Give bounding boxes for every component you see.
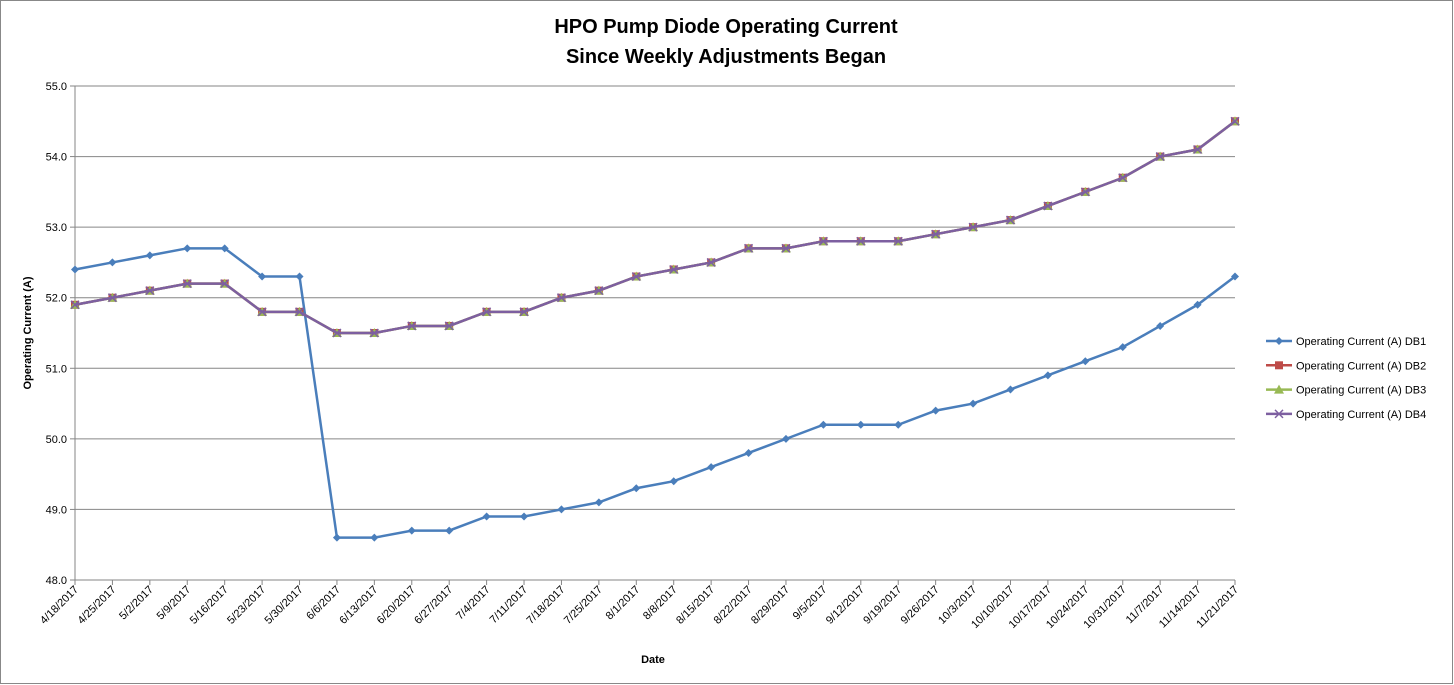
marker [445, 526, 454, 535]
marker [1080, 187, 1090, 197]
marker [1156, 321, 1165, 330]
y-tick-label: 52.0 [46, 293, 67, 305]
marker [856, 420, 865, 429]
marker [894, 420, 903, 429]
marker [707, 463, 716, 472]
marker [145, 286, 155, 296]
series-line [74, 247, 1236, 539]
marker [931, 229, 941, 239]
marker [594, 498, 603, 507]
y-tick-label: 48.0 [46, 575, 67, 587]
marker [632, 484, 641, 493]
marker [669, 477, 678, 486]
marker [1231, 272, 1239, 281]
marker [893, 236, 903, 246]
marker [1043, 371, 1052, 380]
marker [520, 512, 529, 521]
marker [557, 505, 566, 514]
marker [969, 399, 978, 408]
legend-marker [1275, 337, 1283, 345]
marker [594, 286, 604, 296]
marker [220, 244, 229, 253]
marker [1193, 144, 1203, 155]
marker [1081, 357, 1090, 366]
marker [781, 434, 790, 443]
series-line [74, 120, 1236, 335]
marker [1006, 385, 1015, 394]
marker [407, 321, 417, 331]
marker [294, 307, 305, 317]
marker [931, 406, 940, 415]
legend-marker [1274, 384, 1284, 394]
marker [1043, 201, 1053, 211]
marker [781, 243, 791, 253]
marker [1230, 116, 1240, 126]
y-tick-label: 49.0 [46, 504, 67, 516]
legend-marker [1274, 409, 1284, 419]
legend-marker [1275, 361, 1283, 370]
marker [369, 328, 379, 338]
marker [220, 279, 230, 289]
y-tick-label: 51.0 [46, 363, 67, 375]
marker [332, 328, 342, 338]
marker [107, 293, 117, 303]
marker [669, 264, 679, 275]
marker [1118, 173, 1128, 183]
marker [145, 251, 154, 260]
legend-label: Operating Current (A) DB3 [1296, 385, 1426, 397]
legend-label: Operating Current (A) DB1 [1296, 336, 1426, 348]
marker [71, 265, 79, 274]
y-tick-label: 55.0 [46, 81, 67, 93]
marker [258, 272, 267, 281]
chart-subtitle: Since Weekly Adjustments Began [566, 46, 886, 68]
marker [70, 300, 80, 310]
x-axis-title: Date [641, 654, 665, 666]
marker [744, 448, 753, 457]
marker [407, 526, 416, 535]
marker [183, 244, 192, 253]
marker [332, 533, 341, 542]
marker [556, 293, 566, 303]
marker [295, 272, 304, 281]
marker [1005, 215, 1016, 225]
y-tick-label: 54.0 [46, 152, 67, 164]
chart-title: HPO Pump Diode Operating Current [554, 16, 898, 38]
marker [519, 307, 529, 317]
marker [1155, 152, 1165, 162]
marker [182, 279, 192, 289]
marker [257, 307, 267, 317]
marker [482, 307, 492, 317]
y-tick-label: 53.0 [46, 222, 67, 234]
marker [108, 258, 117, 267]
marker [818, 236, 828, 246]
marker [631, 272, 641, 282]
marker [744, 243, 754, 253]
marker [968, 222, 978, 232]
marker [370, 533, 379, 542]
legend-label: Operating Current (A) DB2 [1296, 360, 1426, 372]
legend-label: Operating Current (A) DB4 [1296, 409, 1426, 421]
marker [1193, 300, 1202, 309]
marker [482, 512, 491, 521]
marker [706, 257, 716, 267]
y-axis-title: Operating Current (A) [22, 276, 34, 389]
marker [444, 321, 454, 331]
y-tick-label: 50.0 [46, 434, 67, 446]
marker [856, 236, 866, 246]
marker [819, 420, 828, 429]
marker [1118, 343, 1127, 352]
